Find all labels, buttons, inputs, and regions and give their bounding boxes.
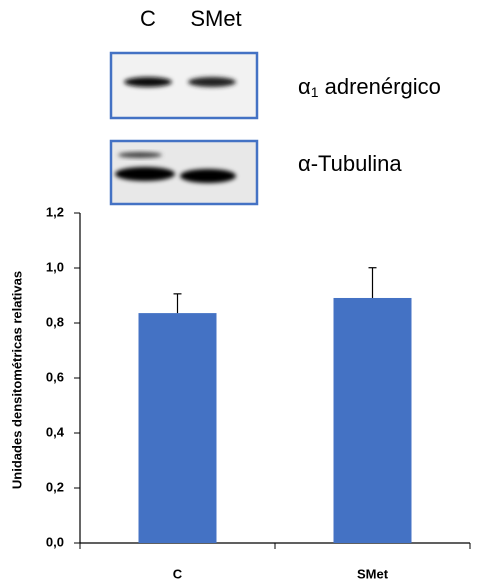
- y-tick-label: 0,2: [46, 479, 64, 494]
- lane-label: SMet: [190, 6, 241, 31]
- y-tick-label: 0,8: [46, 314, 64, 329]
- text: α-Tubulina: [298, 151, 402, 176]
- x-tick-label: C: [173, 566, 183, 581]
- lane-label: C: [140, 6, 156, 31]
- blot-1: [111, 53, 257, 118]
- y-axis-label: Unidades densitométricas relativas: [9, 271, 24, 489]
- y-tick-label: 1,0: [46, 259, 64, 274]
- subscript: 1: [311, 84, 319, 100]
- band-label: α1 adrenérgico: [298, 74, 441, 100]
- bar: [139, 313, 217, 543]
- text: α: [298, 74, 311, 99]
- text: adrenérgico: [319, 74, 441, 99]
- y-tick-label: 0,6: [46, 369, 64, 384]
- chart: C SMet α1 adrenérgico α-Tubulina Unidade…: [0, 0, 488, 586]
- bar: [334, 298, 412, 543]
- y-tick-label: 1,2: [46, 204, 64, 219]
- y-tick-label: 0,4: [46, 424, 65, 439]
- blot-2: [111, 141, 257, 204]
- page: C SMet α1 adrenérgico α-Tubulina Unidade…: [0, 0, 488, 586]
- band-label: α-Tubulina: [298, 151, 402, 176]
- y-tick-label: 0,0: [46, 534, 64, 549]
- x-tick-label: SMet: [357, 566, 389, 581]
